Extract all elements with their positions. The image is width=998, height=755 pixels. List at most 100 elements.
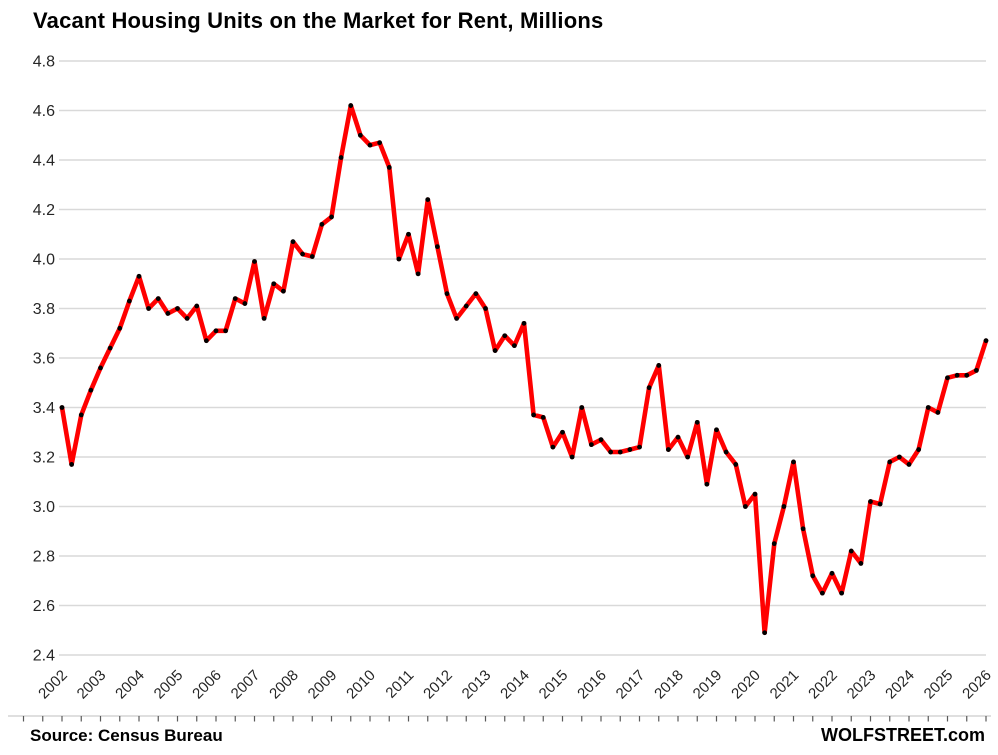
y-tick-label: 3.4 [33,400,55,417]
data-point [540,415,546,420]
data-point [608,449,614,455]
data-point [588,442,594,448]
y-tick-label: 4.2 [33,202,55,219]
data-point [550,444,556,450]
chart-title: Vacant Housing Units on the Market for R… [33,8,604,33]
data-point [829,570,835,576]
y-axis-labels: 2.4 2.6 2.8 3.0 3.2 3.4 3.6 3.8 4.0 4.2 4.4 4.6 4.8 [33,54,55,665]
data-point [598,437,604,443]
data-point [232,296,238,301]
y-tick-label: 3.8 [33,301,55,318]
data-point [78,412,84,418]
data-point [868,499,873,504]
x-tick-label: 2003 [74,667,110,703]
data-point [98,365,103,371]
data-point [675,434,681,440]
y-tick-label: 3.0 [33,499,55,516]
data-point [742,504,748,509]
data-point [800,526,806,532]
data-point [338,155,344,160]
data-point [59,405,65,410]
data-point [791,459,796,465]
y-tick-label: 4.8 [33,54,55,71]
data-point [916,447,922,452]
data-point [665,447,671,452]
y-tick-label: 2.8 [33,549,55,566]
data-point [887,459,893,465]
x-tick-label: 2026 [959,667,995,703]
x-tick-label: 2025 [921,667,957,703]
y-tick-label: 4.4 [33,153,55,170]
data-point [69,462,75,467]
data-point [935,410,941,415]
data-point [733,462,739,467]
data-point [271,281,277,287]
data-point [175,306,180,311]
x-tick-label: 2018 [651,667,687,703]
x-tick-label: 2004 [112,667,148,703]
data-point [117,325,123,331]
x-tick-label: 2006 [189,667,225,703]
data-point [223,328,229,334]
x-tick-label: 2008 [266,667,302,703]
data-point [290,239,296,245]
data-point [194,303,200,309]
data-point [502,333,508,339]
data-point [213,328,219,334]
data-point [964,372,970,378]
data-point [155,296,161,301]
x-tick-label: 2007 [228,667,264,703]
data-point [896,454,902,460]
data-point [560,429,565,435]
data-point [983,338,989,344]
data-point [252,259,257,264]
y-tick-label: 3.6 [33,351,55,368]
x-tick-label: 2010 [343,667,379,703]
data-point [511,343,517,349]
data-line [59,103,989,636]
y-tick-label: 2.4 [33,648,55,665]
data-point [627,447,633,452]
data-point [839,590,845,596]
data-point [771,541,777,547]
x-tick-label: 2016 [574,667,610,703]
x-tick-label: 2013 [459,667,495,703]
data-point [261,316,267,321]
x-tick-label: 2019 [690,667,726,703]
data-point [242,301,248,306]
data-point [88,387,94,393]
data-point [415,271,421,277]
data-point [954,372,960,378]
data-point [184,316,190,321]
data-point [906,462,912,467]
x-tick-label: 2015 [536,667,572,703]
data-point [646,385,652,391]
data-point [483,306,488,311]
x-tick-label: 2020 [728,667,764,703]
data-point [434,244,440,250]
data-point [848,548,854,554]
data-point [454,316,460,321]
footer-rule [8,715,991,722]
x-tick-label: 2024 [882,667,918,703]
x-tick-label: 2021 [767,667,803,703]
data-point [925,405,931,410]
data-point [425,197,431,203]
data-point [107,345,113,351]
data-point [723,449,729,455]
data-point [685,454,691,460]
x-tick-label: 2002 [35,667,71,703]
y-tick-label: 2.6 [33,598,55,615]
data-point [386,165,392,170]
data-point [300,251,306,257]
data-point [203,338,209,344]
x-tick-label: 2023 [844,667,880,703]
data-point [406,231,411,237]
data-point [714,427,719,433]
x-tick-label: 2022 [805,667,841,703]
gridlines-group [59,60,986,656]
data-point [463,303,469,309]
x-tick-label: 2012 [420,667,456,703]
data-point [319,221,325,227]
